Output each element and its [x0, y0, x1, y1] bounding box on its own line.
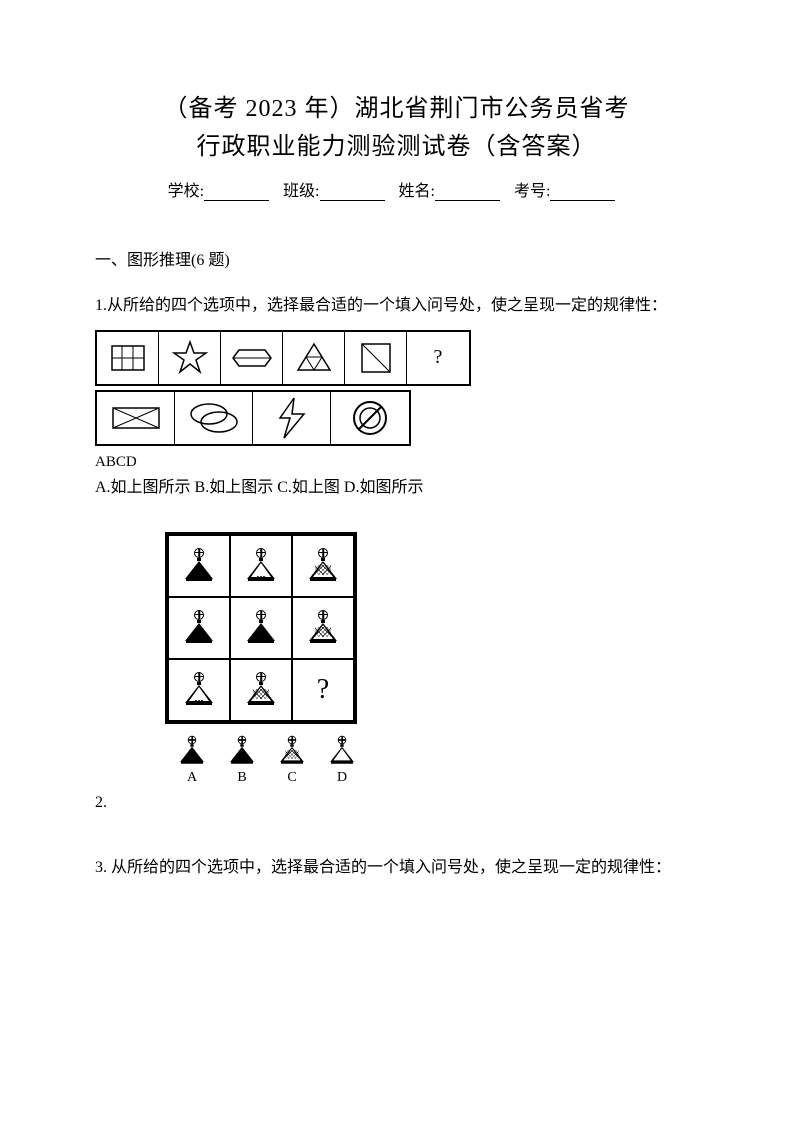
- q2-grid: ?: [165, 532, 357, 724]
- q2-cell-1-1: [168, 535, 230, 597]
- q2-opt-c-label: C: [287, 770, 296, 786]
- q1-row-2: [95, 390, 411, 446]
- q2-options-row: A B C D: [173, 732, 698, 786]
- name-blank[interactable]: [435, 183, 500, 201]
- question-1-text: 1.从所给的四个选项中，选择最合适的一个填入问号处，使之呈现一定的规律性：: [95, 290, 698, 322]
- q1-opt-lightning-icon: [253, 392, 331, 444]
- class-label: 班级:: [283, 183, 319, 200]
- q2-cell-2-3: [292, 597, 354, 659]
- examno-blank[interactable]: [550, 183, 615, 201]
- q2-cell-3-2: [230, 659, 292, 721]
- q1-opt-ovals-icon: [175, 392, 253, 444]
- q1-fig-square-diag-icon: [345, 332, 407, 384]
- q1-row-1: ?: [95, 330, 471, 386]
- q1-question-mark: ?: [407, 332, 469, 384]
- question-2-number: 2.: [95, 794, 698, 812]
- q1-abcd: ABCD: [95, 454, 698, 471]
- q2-opt-d-label: D: [337, 770, 347, 786]
- q2-opt-a-label: A: [187, 770, 197, 786]
- question-1-figures: ?: [95, 330, 698, 450]
- q1-fig-triangle-icon: [283, 332, 345, 384]
- exam-title: （备考 2023 年）湖北省荆门市公务员省考 行政职业能力测验测试卷（含答案）: [95, 90, 698, 167]
- examno-label: 考号:: [514, 183, 550, 200]
- q2-cell-3-3: ?: [292, 659, 354, 721]
- q1-fig-grid-icon: [97, 332, 159, 384]
- q1-fig-hexagon-icon: [221, 332, 283, 384]
- school-label: 学校:: [168, 183, 204, 200]
- q1-options: A.如上图所示 B.如上图示 C.如上图 D.如图所示: [95, 473, 698, 497]
- q1-fig-star-icon: [159, 332, 221, 384]
- q2-opt-b: B: [223, 732, 261, 786]
- student-info-line: 学校: 班级: 姓名: 考号:: [95, 177, 698, 201]
- class-blank[interactable]: [320, 183, 385, 201]
- name-label: 姓名:: [399, 183, 435, 200]
- q2-cell-1-3: [292, 535, 354, 597]
- question-2-figure: ? A B C D: [165, 532, 698, 786]
- q2-cell-3-1: [168, 659, 230, 721]
- section-1-heading: 一、图形推理(6 题): [95, 246, 698, 270]
- q2-opt-c: C: [273, 732, 311, 786]
- q2-opt-d: D: [323, 732, 361, 786]
- question-3-text: 3. 从所给的四个选项中，选择最合适的一个填入问号处，使之呈现一定的规律性：: [95, 852, 698, 884]
- q2-cell-1-2: [230, 535, 292, 597]
- school-blank[interactable]: [204, 183, 269, 201]
- q2-cell-2-1: [168, 597, 230, 659]
- title-line-1: （备考 2023 年）湖北省荆门市公务员省考: [164, 96, 630, 122]
- q2-cell-2-2: [230, 597, 292, 659]
- q2-opt-a: A: [173, 732, 211, 786]
- q1-opt-bowtie-icon: [97, 392, 175, 444]
- q1-opt-prohibit-icon: [331, 392, 409, 444]
- title-line-2: 行政职业能力测验测试卷（含答案）: [197, 134, 597, 160]
- q2-opt-b-label: B: [237, 770, 246, 786]
